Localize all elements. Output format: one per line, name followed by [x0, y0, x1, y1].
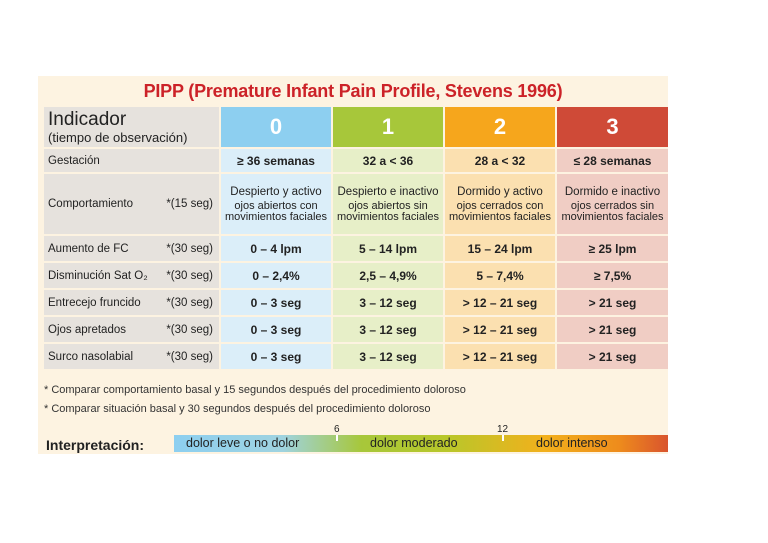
- table-cell: ≥ 36 semanas: [221, 149, 331, 172]
- level-mild: dolor leve o no dolor: [186, 436, 300, 450]
- table-cell: Dormido y activo ojos cerrados con movim…: [445, 174, 555, 234]
- level-intense: dolor intenso: [536, 436, 608, 450]
- row-label-fc: Aumento de FC *(30 seg): [44, 236, 219, 261]
- row-label-text: Surco nasolabial: [48, 350, 134, 363]
- table-cell: 2,5 – 4,9%: [333, 263, 443, 288]
- behavior-state: Dormido y activo: [457, 185, 543, 198]
- row-label-note: *(30 seg): [166, 323, 213, 336]
- indicator-header-label: Indicador: [48, 108, 127, 130]
- row-label-note: *(30 seg): [166, 296, 213, 309]
- threshold-marker: [336, 435, 338, 441]
- indicator-header: Indicador (tiempo de observación): [44, 107, 219, 147]
- table-cell: 0 – 2,4%: [221, 263, 331, 288]
- behavior-state: Despierto y activo: [230, 185, 322, 198]
- table-cell: ≤ 28 semanas: [557, 149, 668, 172]
- row-label-gestacion: Gestación: [44, 149, 219, 172]
- score-header-0: 0: [221, 107, 331, 147]
- table-cell: 5 – 7,4%: [445, 263, 555, 288]
- level-moderate: dolor moderado: [370, 436, 458, 450]
- pain-scale-bar: dolor leve o no dolor dolor moderado dol…: [174, 435, 668, 452]
- interpretation-label: Interpretación:: [46, 437, 145, 453]
- row-label-text: Entrecejo fruncido: [48, 296, 141, 309]
- table-cell: > 21 seg: [557, 344, 668, 369]
- score-header-2: 2: [445, 107, 555, 147]
- row-label-text: Comportamiento: [48, 198, 134, 210]
- row-label-sat-o2: Disminución Sat O₂ *(30 seg): [44, 263, 219, 288]
- table-cell: 3 – 12 seg: [333, 317, 443, 342]
- threshold-marker: [502, 435, 504, 441]
- score-header-3: 3: [557, 107, 668, 147]
- behavior-detail: ojos cerrados con movimientos faciales: [448, 199, 552, 223]
- row-label-text: Disminución Sat O₂: [48, 269, 148, 282]
- table-cell: Dormido e inactivo ojos cerrados sin mov…: [557, 174, 668, 234]
- row-label-note: *(30 seg): [166, 242, 213, 255]
- score-header-1: 1: [333, 107, 443, 147]
- page-title: PIPP (Premature Infant Pain Profile, Ste…: [143, 81, 563, 101]
- pipp-card: PIPP (Premature Infant Pain Profile, Ste…: [38, 76, 668, 454]
- pipp-table: Indicador (tiempo de observación) 0 1 2 …: [44, 107, 668, 369]
- threshold-6: 6: [334, 424, 340, 435]
- table-cell: > 12 – 21 seg: [445, 317, 555, 342]
- behavior-detail: ojos abiertos sin movimientos faciales: [336, 199, 440, 223]
- behavior-state: Despierto e inactivo: [337, 185, 439, 198]
- table-cell: ≥ 7,5%: [557, 263, 668, 288]
- table-cell: > 21 seg: [557, 290, 668, 315]
- footnote-baseline: * Comparar situación basal y 30 segundos…: [44, 403, 431, 415]
- row-label-entrecejo: Entrecejo fruncido *(30 seg): [44, 290, 219, 315]
- table-cell: 28 a < 32: [445, 149, 555, 172]
- row-label-text: Ojos apretados: [48, 323, 126, 336]
- row-label-note: *(15 seg): [166, 198, 213, 210]
- row-label-comportamiento: Comportamiento *(15 seg): [44, 174, 219, 234]
- table-cell: Despierto e inactivo ojos abiertos sin m…: [333, 174, 443, 234]
- row-label-text: Gestación: [48, 154, 100, 167]
- row-label-note: *(30 seg): [166, 269, 213, 282]
- footnote-behavior: * Comparar comportamiento basal y 15 seg…: [44, 384, 466, 396]
- behavior-detail: ojos cerrados sin movimientos faciales: [561, 199, 664, 223]
- table-cell: Despierto y activo ojos abiertos con mov…: [221, 174, 331, 234]
- table-cell: 32 a < 36: [333, 149, 443, 172]
- observation-header-label: (tiempo de observación): [48, 129, 188, 145]
- behavior-detail: ojos abiertos con movimientos faciales: [224, 199, 328, 223]
- table-cell: > 21 seg: [557, 317, 668, 342]
- table-cell: 15 – 24 lpm: [445, 236, 555, 261]
- table-cell: 0 – 3 seg: [221, 290, 331, 315]
- table-cell: > 12 – 21 seg: [445, 290, 555, 315]
- table-cell: ≥ 25 lpm: [557, 236, 668, 261]
- table-cell: 0 – 3 seg: [221, 344, 331, 369]
- row-label-ojos: Ojos apretados *(30 seg): [44, 317, 219, 342]
- table-cell: > 12 – 21 seg: [445, 344, 555, 369]
- behavior-state: Dormido e inactivo: [564, 185, 661, 198]
- row-label-note: *(30 seg): [166, 350, 213, 363]
- table-cell: 5 – 14 lpm: [333, 236, 443, 261]
- table-cell: 3 – 12 seg: [333, 344, 443, 369]
- row-label-text: Aumento de FC: [48, 242, 129, 255]
- table-cell: 0 – 3 seg: [221, 317, 331, 342]
- threshold-12: 12: [497, 424, 509, 435]
- row-label-surco: Surco nasolabial *(30 seg): [44, 344, 219, 369]
- table-cell: 0 – 4 lpm: [221, 236, 331, 261]
- table-cell: 3 – 12 seg: [333, 290, 443, 315]
